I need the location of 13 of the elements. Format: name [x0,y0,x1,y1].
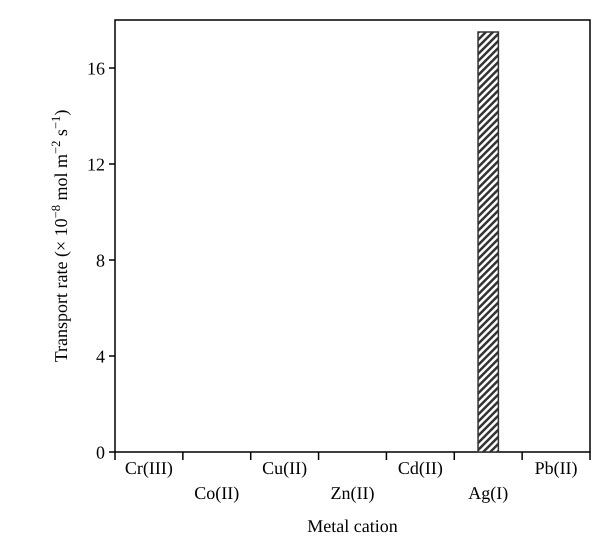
y-tick-label: 16 [87,58,105,78]
x-axis-title: Metal cation [307,516,398,536]
x-tick-label: Cr(III) [124,458,173,478]
x-tick-label: Cd(II) [398,458,443,478]
x-tick-label: Pb(II) [534,458,578,478]
y-tick-label: 4 [96,346,105,366]
x-tick-label: Co(II) [194,483,240,503]
y-tick-label: 8 [96,250,105,270]
y-tick-label: 0 [96,442,105,462]
x-tick-label: Ag(I) [468,483,508,503]
y-tick-label: 12 [87,154,105,174]
x-tick-label: Zn(II) [330,483,374,503]
x-tick-label: Cu(II) [262,458,308,478]
